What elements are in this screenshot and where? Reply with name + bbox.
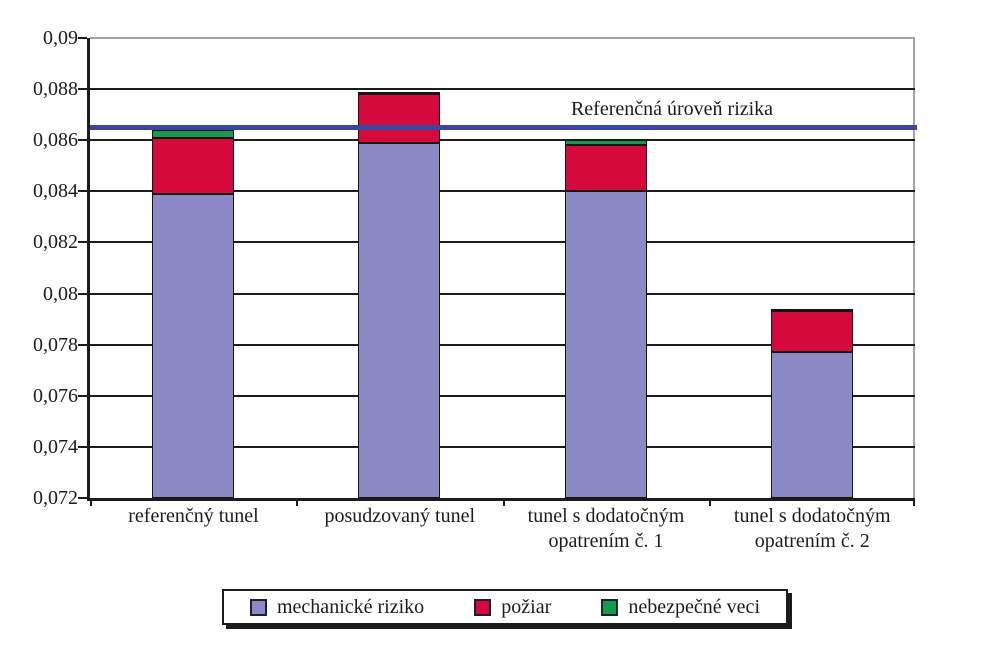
x-axis-tick bbox=[90, 498, 92, 506]
x-axis-category-label: referenčný tunel bbox=[128, 505, 259, 527]
plot-area bbox=[78, 37, 917, 506]
gridline bbox=[90, 88, 915, 91]
gridline bbox=[90, 37, 915, 39]
legend-item-poziar: požiar bbox=[474, 596, 551, 619]
gridline bbox=[90, 394, 915, 397]
bar-segment bbox=[358, 91, 441, 95]
y-axis-tick bbox=[78, 139, 87, 142]
y-axis-tick bbox=[78, 292, 87, 295]
y-axis-tick bbox=[78, 343, 87, 346]
legend-swatch-poziar bbox=[474, 598, 492, 616]
y-axis-tick-label: 0,074 bbox=[33, 435, 78, 458]
y-axis-tick-label: 0,076 bbox=[33, 384, 78, 407]
bar-segment bbox=[152, 137, 235, 194]
bar-segment bbox=[152, 193, 235, 498]
bar-segment bbox=[770, 308, 853, 312]
y-axis-tick bbox=[78, 445, 87, 448]
y-axis-tick-label: 0,088 bbox=[33, 78, 78, 101]
legend-label-nebezpecne-veci: nebezpečné veci bbox=[628, 595, 760, 618]
gridline bbox=[90, 343, 915, 346]
y-axis-tick-label: 0,09 bbox=[43, 27, 78, 49]
bar-segment bbox=[564, 145, 647, 192]
bar-segment bbox=[564, 140, 647, 146]
y-axis-tick bbox=[78, 497, 87, 499]
bar-segment bbox=[358, 94, 441, 143]
y-axis-tick-label: 0,078 bbox=[33, 333, 78, 356]
legend-swatch-nebezpecne-veci bbox=[601, 598, 619, 616]
y-axis-line bbox=[87, 38, 90, 501]
reference-line-label: Referenčná úroveň rizika bbox=[570, 98, 774, 120]
y-axis-tick-label: 0,072 bbox=[33, 487, 78, 509]
y-axis-tick bbox=[78, 190, 87, 193]
x-axis-line bbox=[87, 498, 915, 501]
gridline bbox=[90, 445, 915, 448]
gridline bbox=[90, 241, 915, 244]
y-axis-tick-label: 0,084 bbox=[33, 180, 78, 203]
x-axis-tick bbox=[708, 498, 711, 506]
x-axis-tick bbox=[296, 498, 299, 506]
y-axis-tick-label: 0,08 bbox=[43, 282, 78, 305]
y-axis-tick bbox=[78, 394, 87, 397]
y-axis-tick-label: 0,086 bbox=[33, 129, 78, 152]
bar-segment bbox=[770, 352, 853, 498]
legend: mechanické riziko požiar nebezpečné veci bbox=[222, 589, 788, 625]
gridline bbox=[90, 139, 915, 142]
plot-right-border bbox=[913, 38, 915, 498]
x-axis-category-label: tunel s dodatočným opatrením č. 2 bbox=[733, 505, 891, 552]
x-axis-category-label: posudzovaný tunel bbox=[324, 505, 476, 527]
bar-segment bbox=[770, 311, 853, 353]
y-axis-tick bbox=[78, 88, 87, 91]
legend-swatch-mechanicke-riziko bbox=[250, 598, 267, 616]
bar-segment bbox=[358, 142, 441, 498]
reference-line bbox=[90, 124, 917, 130]
legend-item-nebezpecne-veci: nebezpečné veci bbox=[601, 596, 760, 619]
x-axis-category-label: tunel s dodatočným opatrením č. 1 bbox=[527, 505, 685, 552]
y-axis-tick bbox=[78, 37, 87, 39]
gridline bbox=[90, 190, 915, 193]
bar-segment bbox=[564, 191, 647, 498]
bar-segment bbox=[152, 130, 235, 138]
legend-label-mechanicke-riziko: mechanické riziko bbox=[277, 595, 425, 618]
x-axis-tick bbox=[913, 498, 915, 506]
x-axis-tick bbox=[502, 498, 505, 506]
y-axis-tick bbox=[78, 241, 87, 244]
y-axis-tick-label: 0,082 bbox=[33, 231, 78, 254]
legend-item-mechanicke-riziko: mechanické riziko bbox=[250, 596, 424, 619]
gridline bbox=[90, 292, 915, 295]
legend-label-poziar: požiar bbox=[501, 595, 552, 618]
